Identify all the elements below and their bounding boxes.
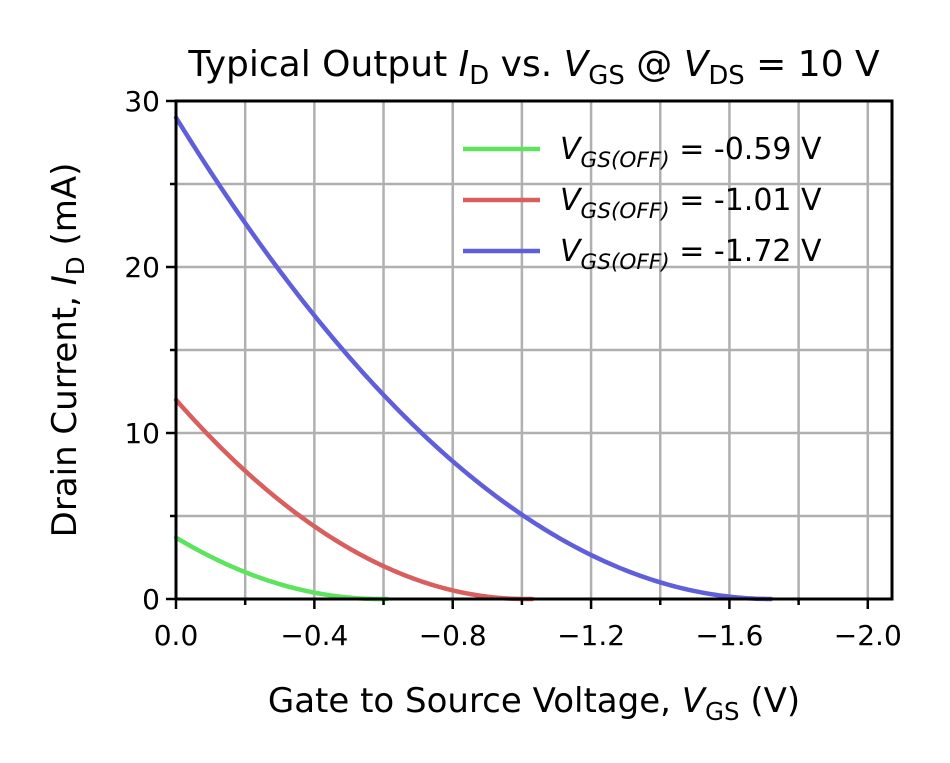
- legend-label-1: VGS(OFF) = -0.59 V: [560, 132, 822, 173]
- y-tick-label: 30: [124, 85, 160, 118]
- x-tick-label: −0.4: [280, 619, 348, 652]
- axis-ticks: 0.0 −0.4 −0.8 −1.2 −1.6 −2.0 0 10 20 30: [124, 85, 901, 652]
- x-tick-label: −0.8: [419, 619, 487, 652]
- series-line-2: [173, 397, 535, 602]
- x-tick-label: −1.6: [695, 619, 763, 652]
- x-axis-label: Gate to Source Voltage, VGS (V): [268, 681, 800, 726]
- y-tick-label: 0: [142, 583, 160, 616]
- legend-label-3: VGS(OFF) = -1.72 V: [560, 234, 822, 275]
- legend: VGS(OFF) = -0.59 V VGS(OFF) = -1.01 V VGS(…: [463, 132, 822, 275]
- y-tick-label: 20: [124, 251, 160, 284]
- y-axis-label: Drain Current, ID (mA): [45, 163, 90, 538]
- series-line-3: [173, 115, 774, 602]
- legend-label-2: VGS(OFF) = -1.01 V: [560, 183, 822, 224]
- series-line-1: [173, 535, 390, 602]
- x-tick-label: −2.0: [834, 619, 902, 652]
- y-tick-label: 10: [124, 417, 160, 450]
- chart-title: Typical Output ID vs. VGS @ VDS = 10 V: [187, 44, 880, 91]
- x-tick-label: 0.0: [154, 619, 199, 652]
- x-tick-label: −1.2: [557, 619, 625, 652]
